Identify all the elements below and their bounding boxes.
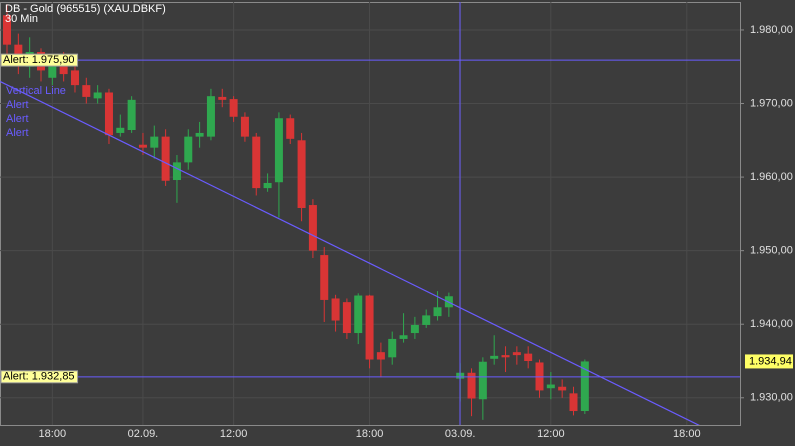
candle-body [138,144,147,148]
plot-border [0,2,741,426]
candle-body [195,132,204,137]
candle-body [218,96,227,100]
y-tick-label: 1.980,00 [750,24,793,36]
candle-body [512,352,521,356]
alert-label-box [0,370,79,384]
alert-label: Alert: 1.975,90 [3,54,75,66]
x-tick-label: 12:00 [537,428,565,440]
y-tick-label: 1.940,00 [750,318,793,330]
candle-body [150,136,159,148]
candle-body [240,116,249,137]
last-price-label: 1.934,94 [749,355,792,367]
candle-body [410,324,419,334]
candle-body [229,99,238,117]
chart-title: DB - Gold (965515) (XAU.DBKF) [5,3,166,15]
y-tick-label: 1.970,00 [750,97,793,109]
candle-body [297,140,306,208]
candle-body [580,361,589,412]
drawing-label: Alert [6,113,29,125]
x-tick-label: 18:00 [673,428,701,440]
candle-body [93,92,102,99]
y-tick-label: 1.930,00 [750,392,793,404]
candle-body [161,136,170,181]
candle-body [59,63,68,75]
candle-body [331,298,340,321]
x-tick-label: 18:00 [39,428,67,440]
y-tick-label: 1.960,00 [750,171,793,183]
drawing-label: Alert [6,99,29,111]
x-tick-label: 02.09. [128,428,159,440]
x-tick-label: 03.09. [445,428,476,440]
candle-body [263,182,272,189]
candle-body [308,205,317,251]
candle-body [558,386,567,391]
x-tick-label: 12:00 [220,428,248,440]
candle-body [184,136,193,163]
alert-label-box [0,53,79,67]
candle-body [365,295,374,360]
candle-body [569,393,578,412]
drawing-label: Vertical Line [6,85,66,97]
candle-body [399,335,408,339]
candle-body [48,65,57,78]
candle-body [286,118,295,139]
candle-body [206,96,215,137]
candle-body [546,384,555,389]
candle-body [422,315,431,325]
candle-body [478,361,487,400]
drawing-label: Alert [6,127,29,139]
candle-body [127,99,136,131]
candle-body [501,355,510,358]
candle-body [524,353,533,361]
candle-body [104,92,113,136]
y-tick-label: 1.950,00 [750,245,793,257]
candle-body [3,15,11,45]
x-tick-label: 18:00 [356,428,384,440]
trend-line [0,80,700,425]
alert-label: Alert: 1.932,85 [3,371,75,383]
candle-body [342,302,351,334]
candle-body [70,70,79,86]
candle-body [376,352,385,360]
candle-body [252,136,261,189]
last-price-box [745,354,793,369]
candle-body [467,372,476,399]
chart-subtitle: 30 Min [5,13,38,25]
candle-body [172,162,181,181]
candle-body [82,85,91,97]
candle-body [433,307,442,317]
candle-body [116,127,125,133]
candle-body [490,355,499,359]
candle-body [274,118,283,183]
candle-body [388,338,397,358]
candle-body [354,295,363,334]
candle-body [320,255,329,300]
